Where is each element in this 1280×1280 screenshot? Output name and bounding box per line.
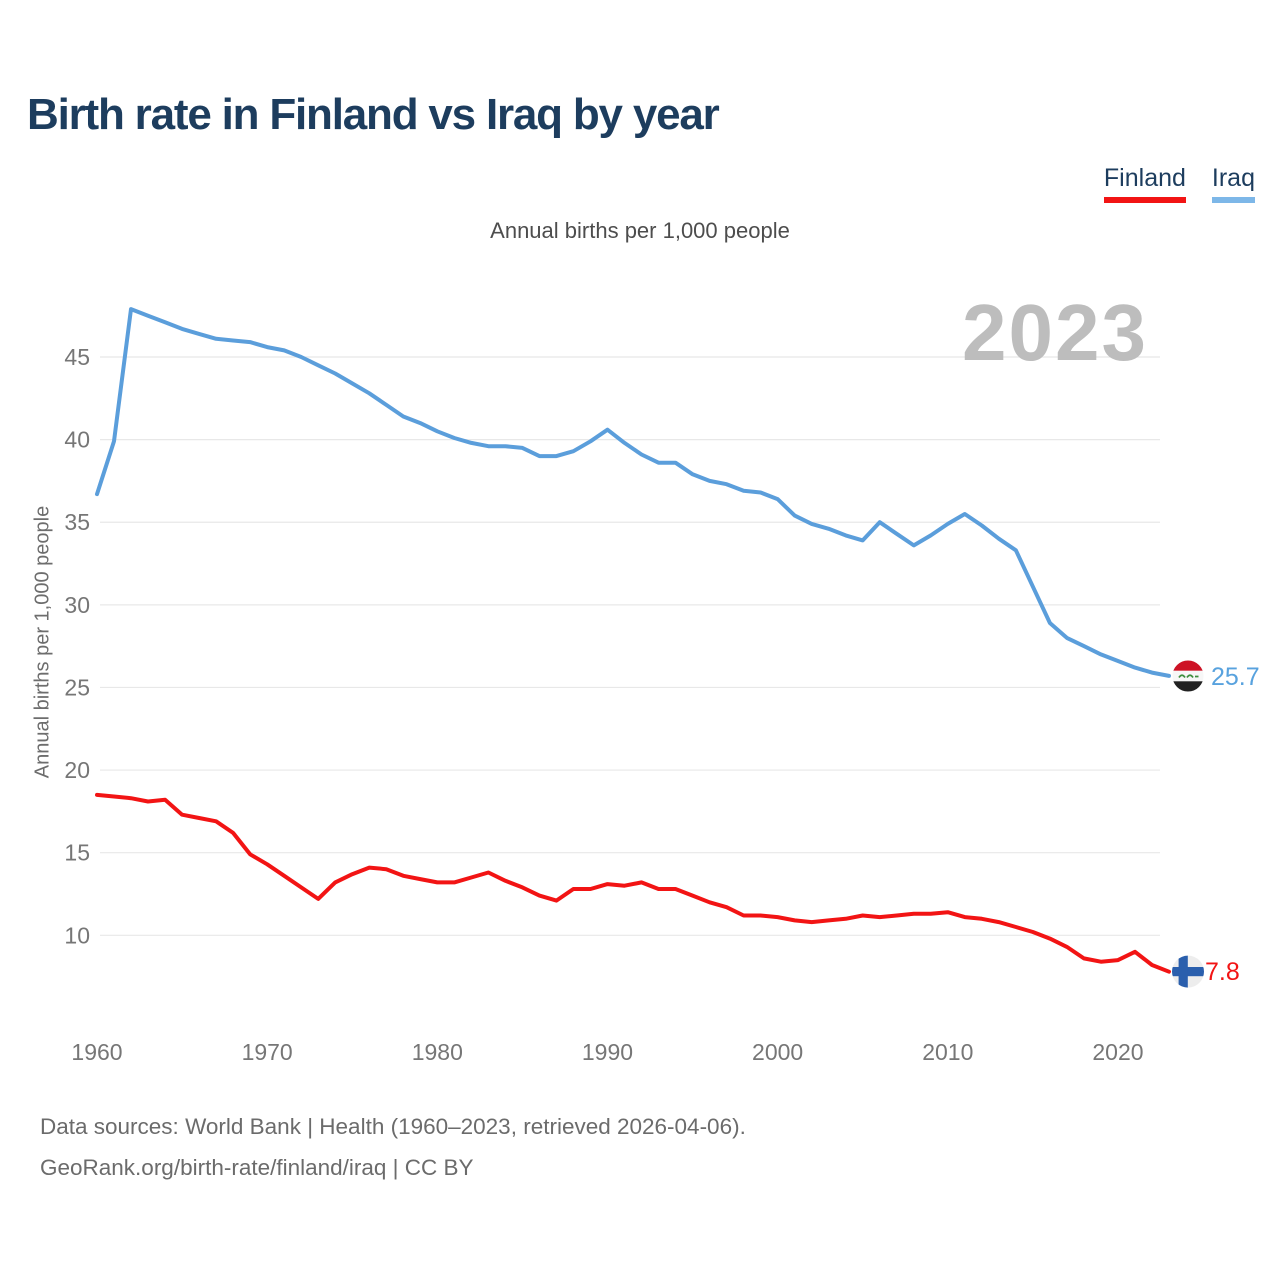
x-tick-label: 1970: [242, 1039, 293, 1065]
footer: Data sources: World Bank | Health (1960–…: [40, 1106, 746, 1188]
iraq-end-value: 25.7: [1211, 663, 1260, 691]
x-tick-label: 1990: [582, 1039, 633, 1065]
y-tick-label: 35: [64, 509, 90, 535]
axis-tick-labels: 10 15 20 25 30 35 40 45 1960 1970 1980 1990 2000 2010…: [64, 344, 1143, 1065]
series-lines: [95, 307, 1171, 974]
series-line-finland[interactable]: [95, 792, 1171, 974]
finland-flag-icon: [1172, 955, 1204, 988]
iraq-flag-icon: [1171, 659, 1205, 693]
series-line-iraq[interactable]: [95, 307, 1171, 678]
page-title: Birth rate in Finland vs Iraq by year: [27, 90, 720, 139]
legend-item-iraq[interactable]: Iraq: [1211, 164, 1255, 203]
y-tick-label: 45: [64, 344, 90, 370]
chart-subtitle: Annual births per 1,000 people: [490, 218, 790, 243]
y-tick-label: 15: [64, 840, 90, 866]
y-tick-label: 30: [64, 592, 90, 618]
finland-end-value: 7.8: [1205, 958, 1240, 986]
footer-attribution: GeoRank.org/birth-rate/finland/iraq | CC…: [40, 1155, 474, 1180]
y-tick-label: 10: [64, 922, 90, 948]
x-tick-label: 2020: [1092, 1039, 1143, 1065]
x-tick-label: 1980: [412, 1039, 463, 1065]
y-tick-label: 20: [64, 757, 90, 783]
year-watermark: 2023: [962, 288, 1148, 377]
legend-item-finland[interactable]: Finland: [1103, 164, 1186, 203]
footer-sources: Data sources: World Bank | Health (1960–…: [40, 1114, 746, 1139]
y-tick-label: 25: [64, 674, 90, 700]
y-tick-label: 40: [64, 427, 90, 453]
x-tick-label: 2000: [752, 1039, 803, 1065]
x-tick-label: 1960: [71, 1039, 122, 1065]
gridlines: [100, 356, 1160, 936]
x-tick-label: 2010: [922, 1039, 973, 1065]
legend: Finland Iraq: [1103, 164, 1255, 203]
